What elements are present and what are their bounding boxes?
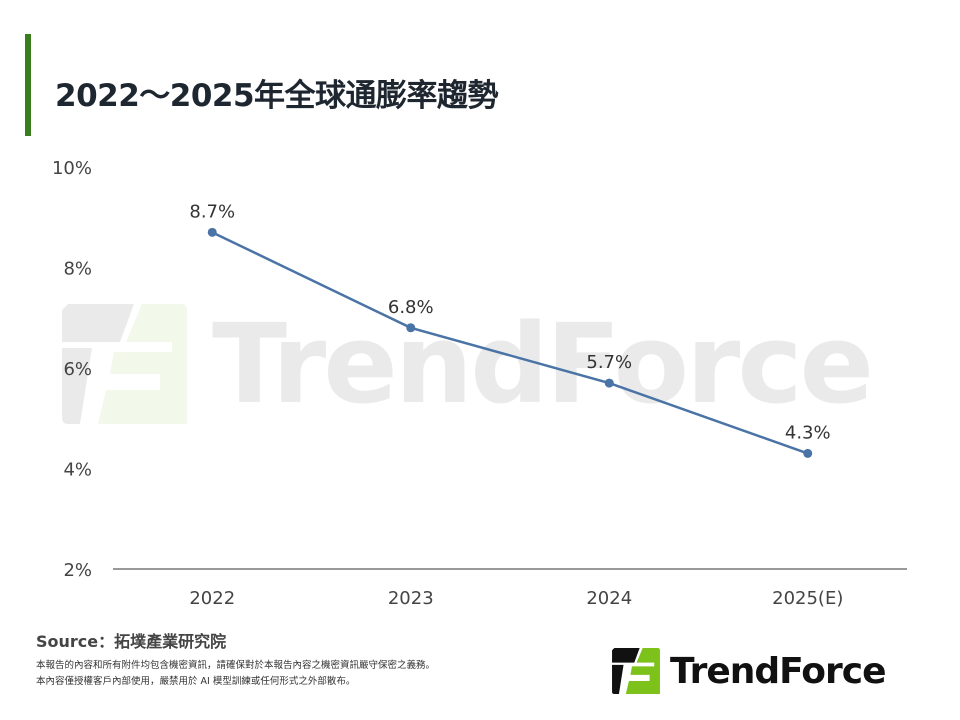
data-point [406, 323, 416, 333]
data-point [803, 448, 813, 458]
y-tick-label: 6% [63, 359, 92, 380]
source-label: Source：拓墣產業研究院 [36, 632, 227, 651]
x-tick-label: 2022 [189, 588, 235, 609]
y-tick-label: 10% [52, 158, 92, 179]
y-tick-label: 8% [63, 259, 92, 280]
logo-text: TrendForce [670, 650, 887, 692]
trendforce-logo-icon [612, 648, 660, 694]
chart-title: 2022～2025年全球通膨率趨勢 [55, 78, 499, 114]
series-line [211, 231, 809, 455]
y-tick-label: 4% [63, 460, 92, 481]
data-label: 8.7% [189, 201, 235, 222]
x-tick-label: 2024 [586, 588, 632, 609]
x-tick-label: 2025(E) [772, 588, 843, 609]
data-label: 4.3% [785, 422, 831, 443]
title-accent-bar [25, 34, 31, 136]
trendforce-logo: TrendForce [612, 648, 887, 694]
confidential-notice-line-2: 本內容僅授權客戶內部使用，嚴禁用於 AI 模型訓練或任何形式之外部散布。 [36, 676, 356, 687]
data-point [604, 378, 614, 388]
watermark-logo-icon [62, 304, 187, 424]
x-tick-label: 2023 [388, 588, 434, 609]
data-point [207, 227, 217, 237]
y-tick-label: 2% [63, 560, 92, 581]
confidential-notice-line-1: 本報告的內容和所有附件均包含機密資訊，請確保對於本報告內容之機密資訊嚴守保密之義… [36, 660, 436, 671]
data-label: 5.7% [586, 352, 632, 373]
data-label: 6.8% [388, 297, 434, 318]
